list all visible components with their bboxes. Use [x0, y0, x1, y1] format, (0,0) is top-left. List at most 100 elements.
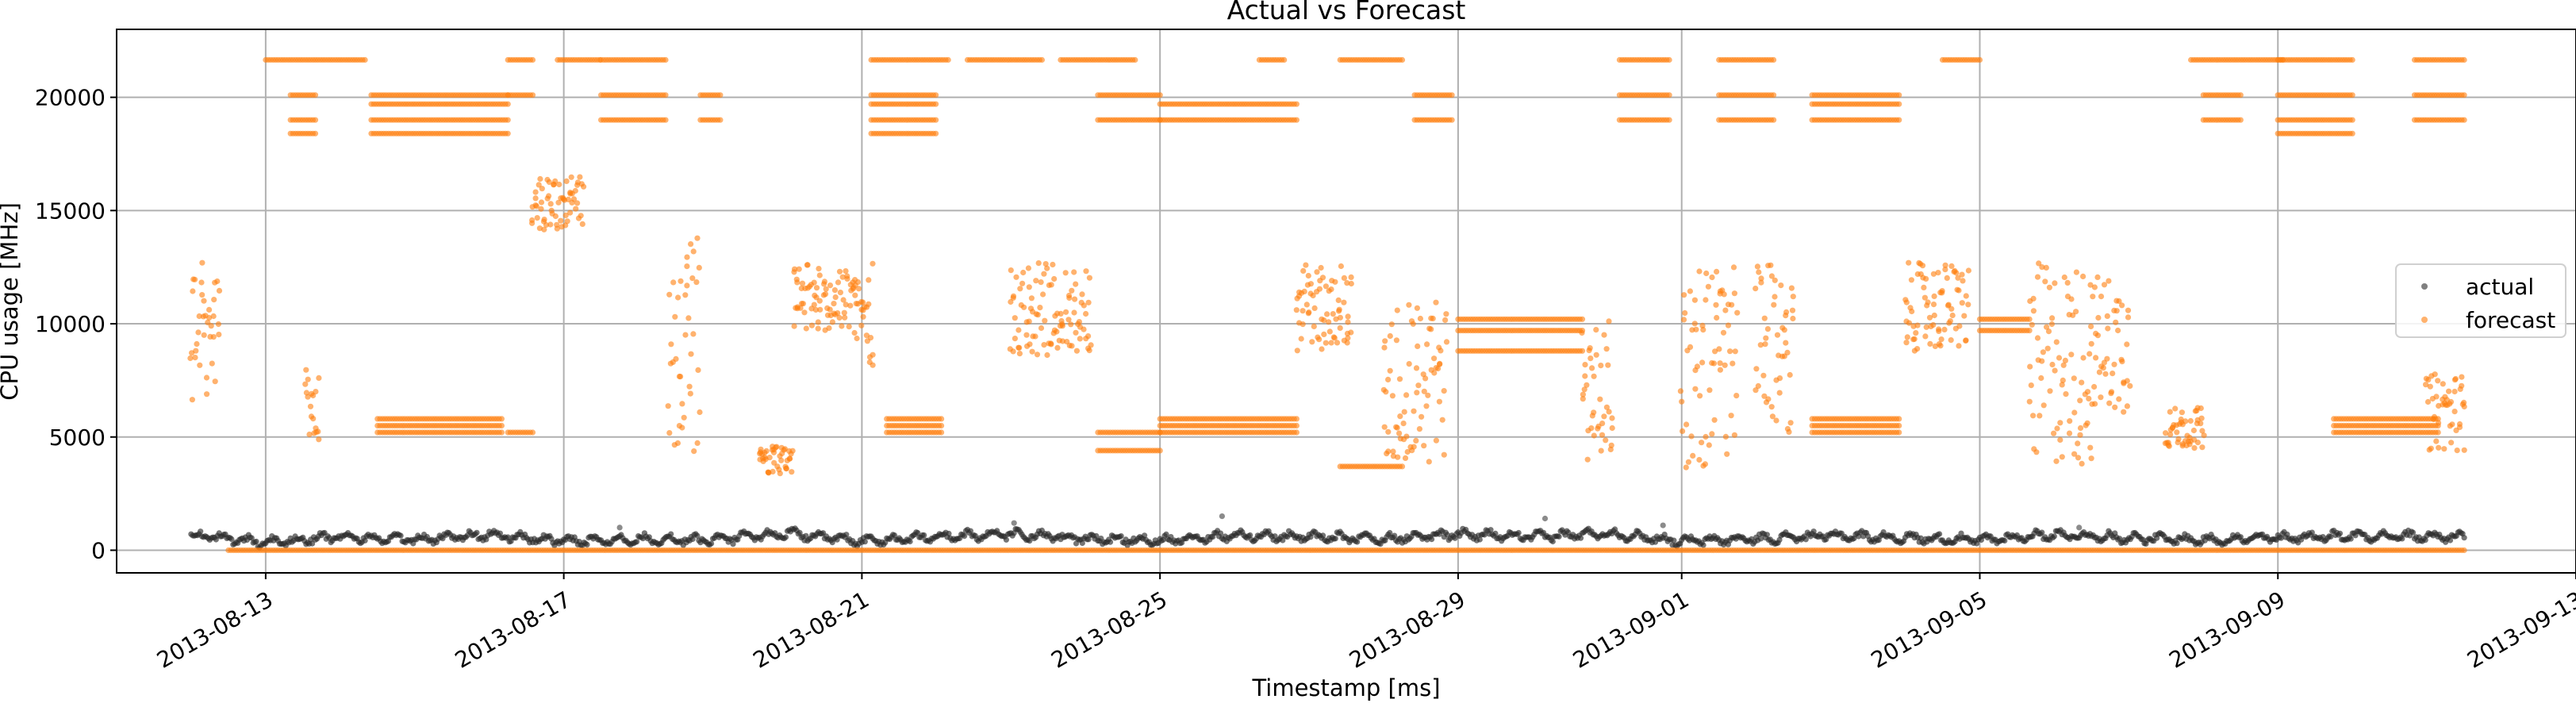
- actual-point: [915, 530, 921, 536]
- forecast-point: [835, 279, 842, 286]
- forecast-point: [1913, 330, 1919, 336]
- forecast-point: [1348, 274, 1354, 280]
- forecast-point: [822, 291, 829, 298]
- forecast-point: [1685, 459, 1691, 465]
- forecast-point: [1077, 336, 1083, 342]
- forecast-point: [1722, 362, 1728, 368]
- forecast-point: [1344, 280, 1350, 286]
- forecast-point: [662, 117, 669, 123]
- forecast-point: [1423, 403, 1430, 409]
- actual-point: [1093, 532, 1100, 540]
- forecast-point: [307, 403, 314, 409]
- forecast-point: [1784, 349, 1791, 355]
- forecast-point: [1305, 272, 1311, 279]
- forecast-point: [1758, 279, 1764, 286]
- forecast-point: [1041, 271, 1047, 277]
- forecast-point: [1896, 429, 1902, 436]
- forecast-point: [766, 455, 773, 461]
- forecast-point: [1345, 313, 1351, 320]
- forecast-point: [1734, 309, 1741, 316]
- forecast-point: [1411, 408, 1417, 414]
- forecast-point: [215, 321, 221, 328]
- forecast-point: [1404, 448, 1411, 455]
- forecast-point: [933, 92, 939, 98]
- forecast-point: [1699, 359, 1706, 366]
- forecast-point: [305, 376, 311, 382]
- forecast-point: [1010, 293, 1017, 299]
- forecast-point: [668, 341, 674, 348]
- forecast-point: [547, 201, 554, 207]
- forecast-point: [1687, 344, 1694, 350]
- forecast-point: [1335, 297, 1342, 303]
- forecast-point: [1696, 456, 1703, 463]
- forecast-point: [1930, 302, 1937, 308]
- forecast-point: [546, 193, 552, 199]
- forecast-point: [1679, 398, 1685, 405]
- forecast-point: [1010, 348, 1016, 355]
- forecast-point: [1710, 360, 1718, 367]
- forecast-point: [1768, 273, 1775, 279]
- forecast-point: [1293, 422, 1300, 429]
- forecast-point: [1680, 317, 1687, 323]
- forecast-point: [1942, 267, 1948, 273]
- actual-point: [1541, 515, 1549, 522]
- forecast-point: [812, 306, 819, 313]
- forecast-point: [674, 440, 681, 447]
- forecast-point: [1580, 396, 1586, 402]
- forecast-point: [1582, 362, 1588, 368]
- forecast-point: [1333, 316, 1339, 322]
- forecast-point: [1729, 302, 1735, 308]
- forecast-point: [539, 186, 545, 192]
- actual-point: [1488, 527, 1494, 533]
- forecast-point: [1069, 343, 1075, 349]
- forecast-point: [678, 374, 684, 380]
- actual-point: [1802, 536, 1809, 543]
- forecast-point: [1692, 386, 1699, 392]
- forecast-point: [1058, 310, 1064, 317]
- forecast-point: [1603, 404, 1610, 410]
- forecast-point: [1588, 425, 1595, 432]
- actual-point: [946, 530, 952, 537]
- forecast-point: [194, 340, 200, 348]
- forecast-point: [1609, 424, 1615, 432]
- forecast-point: [1294, 348, 1300, 354]
- forecast-point: [1696, 268, 1703, 275]
- forecast-point: [1015, 344, 1022, 351]
- forecast-point: [570, 196, 578, 202]
- forecast-point: [1763, 335, 1769, 341]
- forecast-point: [1411, 444, 1417, 450]
- forecast-point: [1323, 340, 1329, 346]
- forecast-point: [536, 225, 543, 232]
- forecast-point: [1441, 388, 1447, 394]
- actual-point: [2309, 529, 2315, 536]
- forecast-point: [1085, 333, 1092, 340]
- forecast-point: [1714, 314, 1720, 321]
- forecast-point: [1755, 382, 1761, 390]
- forecast-point: [1345, 335, 1351, 341]
- forecast-point: [1438, 348, 1444, 354]
- forecast-point: [939, 416, 945, 422]
- forecast-point: [1908, 277, 1914, 283]
- forecast-point: [187, 355, 194, 362]
- forecast-point: [1581, 386, 1587, 393]
- forecast-point: [1666, 92, 1672, 98]
- forecast-point: [1388, 321, 1395, 328]
- forecast-point: [577, 174, 583, 180]
- actual-point: [474, 529, 480, 536]
- forecast-point: [1303, 262, 1309, 268]
- actual-point: [1549, 538, 1556, 545]
- forecast-point: [532, 195, 539, 202]
- forecast-point: [1762, 341, 1768, 348]
- forecast-point: [836, 314, 843, 321]
- forecast-point: [1415, 343, 1421, 349]
- forecast-point: [1904, 334, 1910, 340]
- forecast-point: [1023, 332, 1030, 338]
- forecast-point: [1771, 92, 1777, 98]
- forecast-point: [303, 367, 309, 373]
- forecast-point: [1311, 323, 1317, 329]
- forecast-point: [1348, 329, 1354, 336]
- forecast-point: [541, 217, 547, 223]
- forecast-point: [190, 288, 196, 294]
- actual-point: [891, 532, 898, 539]
- forecast-point: [1680, 428, 1686, 435]
